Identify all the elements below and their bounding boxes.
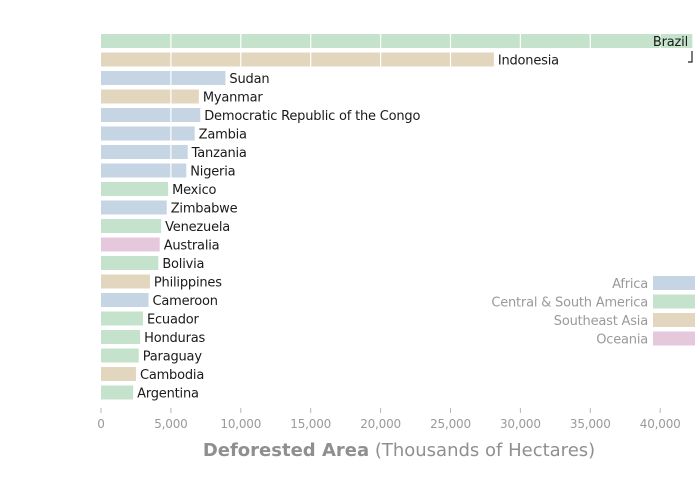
bar-nigeria (101, 163, 187, 178)
category-labels: Brazil Indonesia Sudan Myanmar Democratic Re… (137, 35, 693, 402)
x-tick-label-15000: 15,000 (290, 417, 331, 431)
bar-sudan (101, 71, 226, 85)
legend-label-southeast-asia: Southeast Asia (554, 314, 648, 329)
bar-zimbabwe (101, 200, 167, 215)
x-tick-label-25000: 25,000 (430, 417, 471, 431)
bar-cambodia (101, 367, 136, 381)
x-tick-label-20000: 20,000 (360, 417, 401, 431)
bar-ecuador (101, 311, 143, 326)
bar-label-democratic-republic-of-the-congo: Democratic Republic of the Congo (204, 109, 420, 124)
x-axis-title-main: Deforested Area (203, 440, 369, 461)
bar-indonesia (101, 52, 494, 67)
legend-label-central-south-america: Central & South America (491, 296, 648, 311)
bar-zambia (101, 126, 195, 141)
x-tick-label-5000: 5,000 (154, 417, 187, 431)
bar-australia (101, 237, 160, 252)
legend-label-oceania: Oceania (596, 333, 648, 348)
bar-argentina (101, 385, 134, 400)
bar-myanmar (101, 89, 199, 104)
bar-mexico (101, 182, 169, 196)
x-tick-label-0: 0 (97, 417, 104, 431)
bar-democratic-republic-of-the-congo (101, 108, 201, 122)
bar-label-ecuador: Ecuador (147, 313, 200, 328)
bar-label-cameroon: Cameroon (153, 294, 218, 309)
bar-brazil (101, 34, 693, 48)
bar-tanzania (101, 145, 188, 159)
x-axis-title: Deforested Area (Thousands of Hectares) (203, 440, 595, 461)
bar-label-cambodia: Cambodia (140, 368, 204, 383)
x-tick-label-10000: 10,000 (220, 417, 261, 431)
brazil-bar-marker (688, 51, 693, 63)
bar-paraguay (101, 348, 139, 363)
x-tick-label-30000: 30,000 (500, 417, 541, 431)
bar-philippines (101, 274, 150, 289)
bar-honduras (101, 330, 141, 344)
bar-label-bolivia: Bolivia (162, 257, 204, 272)
bar-label-honduras: Honduras (144, 331, 205, 346)
bar-label-brazil: Brazil (653, 35, 688, 50)
legend-swatch-southeast-asia (653, 313, 695, 327)
bar-label-australia: Australia (164, 239, 220, 254)
bar-label-nigeria: Nigeria (190, 165, 235, 180)
bar-label-sudan: Sudan (229, 72, 269, 87)
bar-label-argentina: Argentina (137, 387, 199, 402)
bar-cameroon (101, 293, 149, 307)
gridlines (170, 34, 661, 408)
legend: Africa Central & South America Southeast A… (491, 276, 695, 348)
bar-label-tanzania: Tanzania (191, 146, 247, 161)
legend-swatch-oceania (653, 331, 695, 346)
x-axis: 0 5,000 10,000 15,000 20,000 25,000 30,000 35,0… (97, 408, 681, 431)
bar-label-indonesia: Indonesia (498, 54, 559, 69)
x-axis-title-units: (Thousands of Hectares) (369, 440, 595, 461)
x-tick-label-35000: 35,000 (570, 417, 611, 431)
bar-label-zimbabwe: Zimbabwe (171, 202, 238, 217)
bars-layer (101, 34, 693, 400)
bar-label-zambia: Zambia (199, 128, 247, 143)
bar-label-philippines: Philippines (154, 276, 222, 291)
bar-venezuela (101, 219, 162, 233)
bar-label-venezuela: Venezuela (165, 220, 230, 235)
legend-swatch-africa (653, 276, 695, 290)
bar-bolivia (101, 256, 159, 270)
bar-label-paraguay: Paraguay (143, 350, 203, 365)
bar-label-mexico: Mexico (172, 183, 216, 198)
bar-label-myanmar: Myanmar (203, 91, 264, 106)
x-tick-label-40000: 40,000 (640, 417, 681, 431)
legend-label-africa: Africa (612, 277, 648, 292)
legend-swatch-central-south-america (653, 294, 695, 309)
